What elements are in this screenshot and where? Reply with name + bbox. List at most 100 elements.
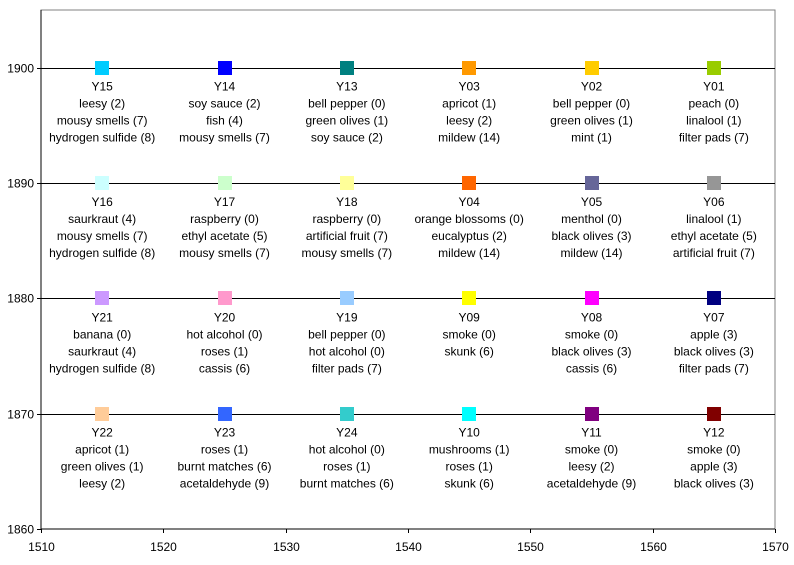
point-note-label: hot alcohol (0)	[309, 443, 385, 457]
point-note-label: acetaldehyde (9)	[547, 477, 636, 491]
point-note-label: leesy (2)	[79, 477, 125, 491]
point-note-label: green olives (1)	[305, 114, 388, 128]
point-name-label: Y10	[458, 426, 480, 440]
point-note-label: mousy smells (7)	[179, 131, 270, 145]
point-note-label: burnt matches (6)	[177, 460, 271, 474]
x-tick-label: 1520	[150, 540, 177, 554]
point-name-label: Y16	[91, 195, 113, 209]
point-name-label: Y17	[214, 195, 236, 209]
square-marker	[95, 176, 109, 190]
data-point-y16: Y16 saurkraut (4) mousy smells (7) hydrogen…	[49, 176, 155, 260]
square-marker	[95, 407, 109, 421]
y-tick-label: 1890	[7, 177, 34, 191]
point-note-label: cassis (6)	[566, 361, 617, 375]
x-tick-label: 1540	[395, 540, 422, 554]
square-marker	[462, 176, 476, 190]
point-name-label: Y01	[703, 80, 725, 94]
x-tick-label: 1560	[640, 540, 667, 554]
square-marker	[218, 61, 232, 75]
point-note-label: peach (0)	[688, 97, 739, 111]
point-note-label: mushrooms (1)	[429, 443, 510, 457]
point-name-label: Y14	[214, 80, 236, 94]
square-marker	[218, 176, 232, 190]
data-point-y19: Y19 bell pepper (0) hot alcohol (0) filter …	[308, 291, 386, 375]
data-point-y04: Y04 orange blossoms (0) eucalyptus (2) mild…	[414, 176, 524, 260]
point-note-label: acetaldehyde (9)	[180, 477, 269, 491]
point-name-label: Y20	[214, 310, 236, 324]
point-note-label: artificial fruit (7)	[673, 246, 755, 260]
square-marker	[218, 291, 232, 305]
point-name-label: Y09	[458, 310, 480, 324]
point-note-label: hydrogen sulfide (8)	[49, 246, 155, 260]
point-note-label: roses (1)	[323, 460, 370, 474]
data-point-y06: Y06 linalool (1) ethyl acetate (5) artifici…	[671, 176, 757, 260]
point-note-label: green olives (1)	[61, 460, 144, 474]
point-note-label: banana (0)	[73, 327, 131, 341]
point-note-label: leesy (2)	[446, 114, 492, 128]
data-point-y03: Y03 apricot (1) leesy (2) mildew (14)	[438, 61, 500, 145]
point-note-label: black olives (3)	[551, 344, 631, 358]
point-note-label: filter pads (7)	[679, 131, 749, 145]
point-note-label: mousy smells (7)	[57, 229, 148, 243]
point-note-label: saurkraut (4)	[68, 344, 136, 358]
data-point-y01: Y01 peach (0) linalool (1) filter pads (7)	[679, 61, 749, 145]
point-note-label: roses (1)	[201, 443, 248, 457]
point-note-label: leesy (2)	[568, 460, 614, 474]
square-marker	[340, 176, 354, 190]
point-note-label: eucalyptus (2)	[431, 229, 506, 243]
square-marker	[462, 291, 476, 305]
y-tick-label: 1860	[7, 523, 34, 537]
square-marker	[707, 61, 721, 75]
point-note-label: bell pepper (0)	[308, 327, 385, 341]
point-note-label: ethyl acetate (5)	[671, 229, 757, 243]
square-marker	[707, 176, 721, 190]
point-note-label: skunk (6)	[444, 344, 493, 358]
square-marker	[340, 407, 354, 421]
point-name-label: Y18	[336, 195, 358, 209]
y-tick-label: 1870	[7, 408, 34, 422]
y-tick-label: 1900	[7, 62, 34, 76]
point-name-label: Y03	[458, 80, 480, 94]
data-point-y09: Y09 smoke (0) skunk (6)	[442, 291, 496, 358]
data-point-y13: Y13 bell pepper (0) green olives (1) soy sa…	[305, 61, 388, 145]
point-name-label: Y19	[336, 310, 358, 324]
data-point-y14: Y14 soy sauce (2) fish (4) mousy smells (7)	[179, 61, 270, 145]
square-marker	[707, 291, 721, 305]
point-note-label: black olives (3)	[674, 477, 754, 491]
data-point-y07: Y07 apple (3) black olives (3) filter pads …	[674, 291, 754, 375]
point-name-label: Y24	[336, 426, 358, 440]
point-note-label: artificial fruit (7)	[306, 229, 388, 243]
square-marker	[707, 407, 721, 421]
point-note-label: hot alcohol (0)	[309, 344, 385, 358]
point-note-label: filter pads (7)	[679, 361, 749, 375]
point-note-label: bell pepper (0)	[553, 97, 630, 111]
x-axis-ticks: 1510 1520 1530 1540 1550 1560 1570	[28, 529, 789, 554]
point-name-label: Y07	[703, 310, 725, 324]
x-tick-label: 1570	[762, 540, 789, 554]
data-point-y10: Y10 mushrooms (1) roses (1) skunk (6)	[429, 407, 510, 491]
data-point-y12: Y12 smoke (0) apple (3) black olives (3)	[674, 407, 754, 491]
data-point-y17: Y17 raspberry (0) ethyl acetate (5) mousy s…	[179, 176, 270, 260]
point-note-label: mildew (14)	[438, 131, 500, 145]
point-note-label: mildew (14)	[560, 246, 622, 260]
point-note-label: ethyl acetate (5)	[181, 229, 267, 243]
data-point-y22: Y22 apricot (1) green olives (1) leesy (2)	[61, 407, 144, 491]
data-point-y15: Y15 leesy (2) mousy smells (7) hydrogen sul…	[49, 61, 155, 145]
point-note-label: raspberry (0)	[190, 212, 259, 226]
point-name-label: Y13	[336, 80, 358, 94]
point-note-label: apricot (1)	[75, 443, 129, 457]
square-marker	[340, 61, 354, 75]
x-tick-label: 1510	[28, 540, 55, 554]
point-note-label: roses (1)	[445, 460, 492, 474]
point-note-label: smoke (0)	[565, 443, 618, 457]
square-marker	[462, 407, 476, 421]
data-point-y24: Y24 hot alcohol (0) roses (1) burnt matches…	[300, 407, 394, 491]
point-note-label: hydrogen sulfide (8)	[49, 131, 155, 145]
square-marker	[585, 176, 599, 190]
point-note-label: roses (1)	[201, 344, 248, 358]
data-point-y08: Y08 smoke (0) black olives (3) cassis (6)	[551, 291, 632, 375]
point-note-label: orange blossoms (0)	[414, 212, 523, 226]
point-note-label: bell pepper (0)	[308, 97, 385, 111]
point-note-label: mousy smells (7)	[301, 246, 392, 260]
